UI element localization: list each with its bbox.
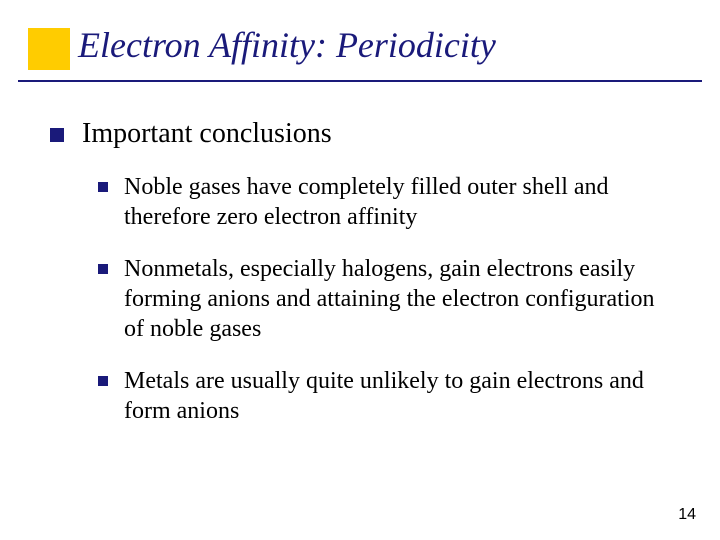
square-bullet-icon — [50, 128, 64, 142]
slide-content: Important conclusions Noble gases have c… — [50, 118, 668, 448]
list-item: Noble gases have completely filled outer… — [98, 172, 668, 232]
square-bullet-icon — [98, 264, 108, 274]
slide-title: Electron Affinity: Periodicity — [78, 24, 680, 66]
list-item-text: Nonmetals, especially halogens, gain ele… — [124, 254, 668, 344]
title-underline — [18, 80, 702, 82]
subpoints-container: Noble gases have completely filled outer… — [98, 172, 668, 426]
heading-text: Important conclusions — [82, 118, 332, 150]
list-item: Metals are usually quite unlikely to gai… — [98, 366, 668, 426]
page-number: 14 — [678, 506, 696, 524]
heading-row: Important conclusions — [50, 118, 668, 150]
list-item-text: Metals are usually quite unlikely to gai… — [124, 366, 668, 426]
list-item: Nonmetals, especially halogens, gain ele… — [98, 254, 668, 344]
list-item-text: Noble gases have completely filled outer… — [124, 172, 668, 232]
square-bullet-icon — [98, 376, 108, 386]
square-bullet-icon — [98, 182, 108, 192]
title-accent-block — [28, 28, 70, 70]
